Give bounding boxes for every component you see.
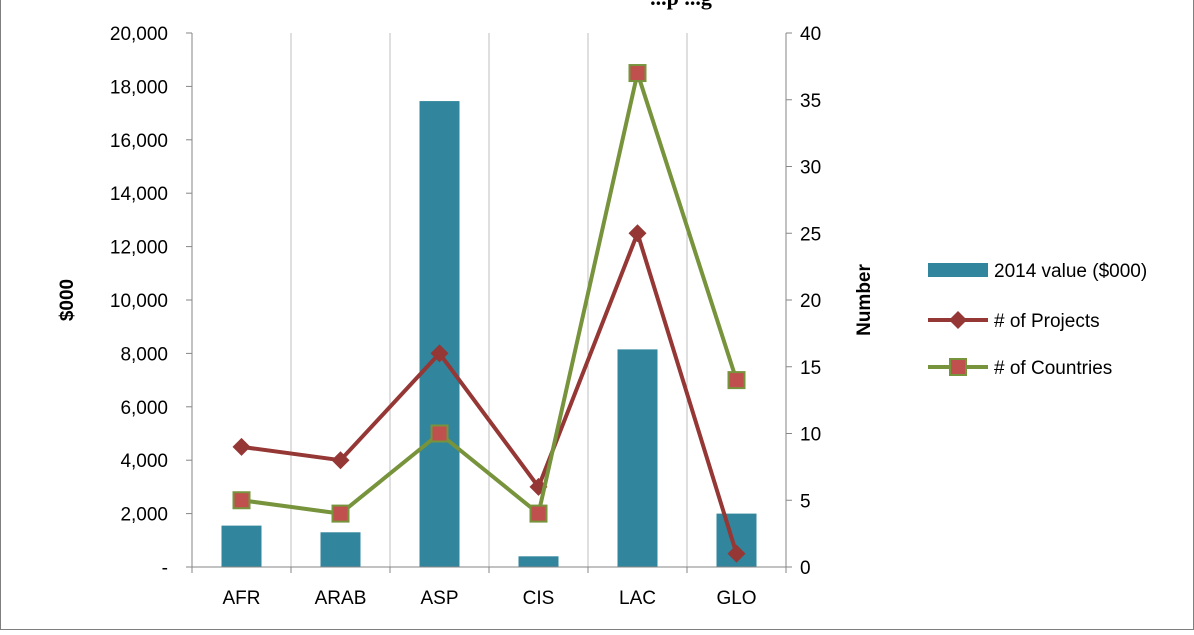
- legend-label: 2014 value ($000): [994, 261, 1147, 282]
- bar: [617, 349, 658, 567]
- left-tick-label: 14,000: [110, 184, 168, 205]
- diamond-marker: [331, 451, 350, 470]
- x-tick-label: AFR: [223, 588, 261, 609]
- x-tick-label: CIS: [523, 588, 555, 609]
- square-marker: [949, 358, 967, 376]
- right-tick-label: 15: [800, 358, 821, 379]
- left-tick-label: 8,000: [120, 344, 168, 365]
- legend-label: # of Projects: [994, 311, 1100, 332]
- right-tick-label: 10: [800, 425, 821, 446]
- bar: [320, 532, 361, 567]
- chart-title: ...p ...g: [650, 0, 712, 10]
- x-tick-label: ARAB: [315, 588, 367, 609]
- line-series: [232, 64, 746, 563]
- diamond-marker: [727, 544, 746, 563]
- series-line: [241, 71, 739, 516]
- legend-label: # of Countries: [994, 358, 1112, 379]
- axes: [186, 32, 792, 573]
- bar-series: [221, 101, 757, 568]
- left-axis-title: $000: [57, 279, 78, 321]
- left-tick-label: 6,000: [120, 398, 168, 419]
- diamond-marker: [628, 224, 647, 243]
- right-axis-title: Number: [854, 264, 875, 336]
- right-tick-label: 5: [800, 491, 811, 512]
- square-marker: [529, 504, 548, 523]
- x-tick-label: LAC: [619, 588, 656, 609]
- bar: [419, 101, 460, 568]
- square-marker: [430, 424, 449, 443]
- right-tick-label: 30: [800, 158, 821, 179]
- right-tick-label: 25: [800, 224, 821, 245]
- legend: 2014 value ($000) # of Projects # of Count…: [928, 261, 1147, 379]
- left-tick-label: 2,000: [120, 505, 168, 526]
- left-tick-label: 10,000: [110, 291, 168, 312]
- x-tick-label: GLO: [716, 588, 756, 609]
- diamond-marker: [232, 437, 251, 456]
- left-tick-label: 16,000: [110, 131, 168, 152]
- right-tick-label: 40: [800, 24, 821, 45]
- right-tick-label: 35: [800, 91, 821, 112]
- square-marker: [331, 504, 350, 523]
- legend-swatch: [928, 263, 988, 277]
- bar: [221, 525, 262, 567]
- diamond-marker: [949, 311, 967, 329]
- right-tick-label: 0: [800, 558, 811, 579]
- left-tick-label: -: [162, 558, 168, 579]
- right-tick-label: 20: [800, 291, 821, 312]
- left-tick-label: 18,000: [110, 77, 168, 98]
- x-tick-label: ASP: [420, 588, 458, 609]
- square-marker: [628, 64, 647, 83]
- square-marker: [727, 371, 746, 390]
- left-tick-label: 20,000: [110, 24, 168, 45]
- square-marker: [232, 491, 251, 510]
- left-tick-label: 4,000: [120, 451, 168, 472]
- bar: [518, 556, 559, 567]
- series-line: [241, 231, 739, 555]
- gridlines: [290, 33, 688, 567]
- diamond-marker: [430, 344, 449, 363]
- left-tick-label: 12,000: [110, 238, 168, 259]
- tick-labels: - 2,000 4,000 6,000 8,000 10,000 12,000 14,000 1…: [110, 24, 821, 609]
